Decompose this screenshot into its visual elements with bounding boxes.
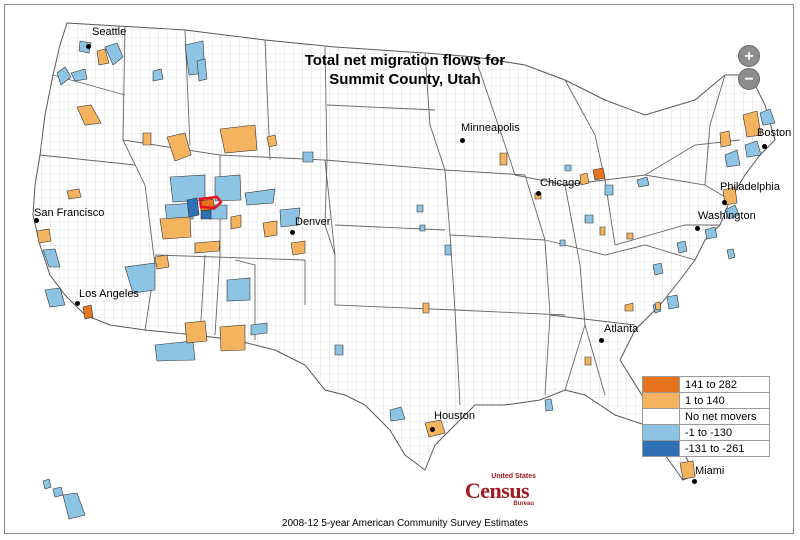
legend-label: No net movers	[685, 410, 757, 423]
legend-row: -131 to -261	[643, 441, 769, 456]
zoom-in-button[interactable]: +	[738, 45, 760, 67]
city-label: Minneapolis	[461, 122, 520, 134]
zoom-control: + −	[738, 45, 762, 91]
city-label: Seattle	[92, 26, 127, 38]
city-dot	[86, 44, 91, 49]
map-title-line2: Summit County, Utah	[329, 71, 481, 88]
city-dot	[536, 191, 541, 196]
counties-negative-small	[42, 40, 776, 422]
city-label: Chicago	[540, 177, 581, 189]
us-county-map[interactable]	[5, 5, 794, 534]
legend-label: 141 to 282	[685, 378, 737, 391]
legend-swatch	[643, 409, 680, 424]
city-label: Los Angeles	[79, 288, 139, 300]
summit-county-marker	[198, 195, 223, 210]
map-frame: Total net migration flows for Summit Cou…	[4, 4, 794, 534]
logo-bottom-text: Bureau	[513, 501, 534, 507]
city-dot	[460, 138, 465, 143]
census-logo: United States Census Bureau	[452, 473, 542, 507]
city-label: Miami	[695, 465, 725, 477]
legend-row: No net movers	[643, 409, 769, 425]
city-label: Atlanta	[604, 323, 639, 335]
city-dot	[692, 479, 697, 484]
legend-row: 141 to 282	[643, 377, 769, 393]
hawaii	[42, 478, 86, 520]
city-label: Philadelphia	[720, 181, 780, 193]
legend: 141 to 282 1 to 140 No net movers -1 to …	[642, 376, 770, 457]
city-dot	[34, 218, 39, 223]
city-dot	[762, 144, 767, 149]
map-title: Total net migration flows for Summit Cou…	[255, 51, 555, 89]
legend-label: 1 to 140	[685, 394, 725, 407]
source-note: 2008-12 5-year American Community Survey…	[281, 518, 529, 529]
legend-swatch	[643, 377, 680, 392]
legend-label: -1 to -130	[685, 426, 733, 439]
state-boundaries	[39, 26, 741, 406]
city-dot	[695, 226, 700, 231]
city-label: Boston	[757, 127, 792, 139]
logo-top-text: United States	[491, 473, 536, 480]
city-label: Washington	[698, 210, 756, 222]
city-dot	[599, 338, 604, 343]
city-dot	[430, 427, 435, 432]
city-dot	[75, 301, 80, 306]
legend-row: -1 to -130	[643, 425, 769, 441]
legend-row: 1 to 140	[643, 393, 769, 409]
counties-positive-small	[36, 48, 762, 480]
map-title-line1: Total net migration flows for	[304, 52, 506, 69]
city-label: Houston	[434, 410, 475, 422]
legend-label: -131 to -261	[685, 442, 745, 455]
city-dot	[290, 230, 295, 235]
city-dot	[722, 200, 727, 205]
counties-negative-large	[186, 197, 212, 220]
legend-swatch	[643, 393, 680, 408]
legend-swatch	[643, 441, 680, 456]
zoom-out-button[interactable]: −	[738, 68, 760, 90]
legend-swatch	[643, 425, 680, 440]
city-label: San Francisco	[34, 207, 105, 219]
city-label: Denver	[295, 216, 331, 228]
logo-main-text: Census	[464, 478, 530, 503]
